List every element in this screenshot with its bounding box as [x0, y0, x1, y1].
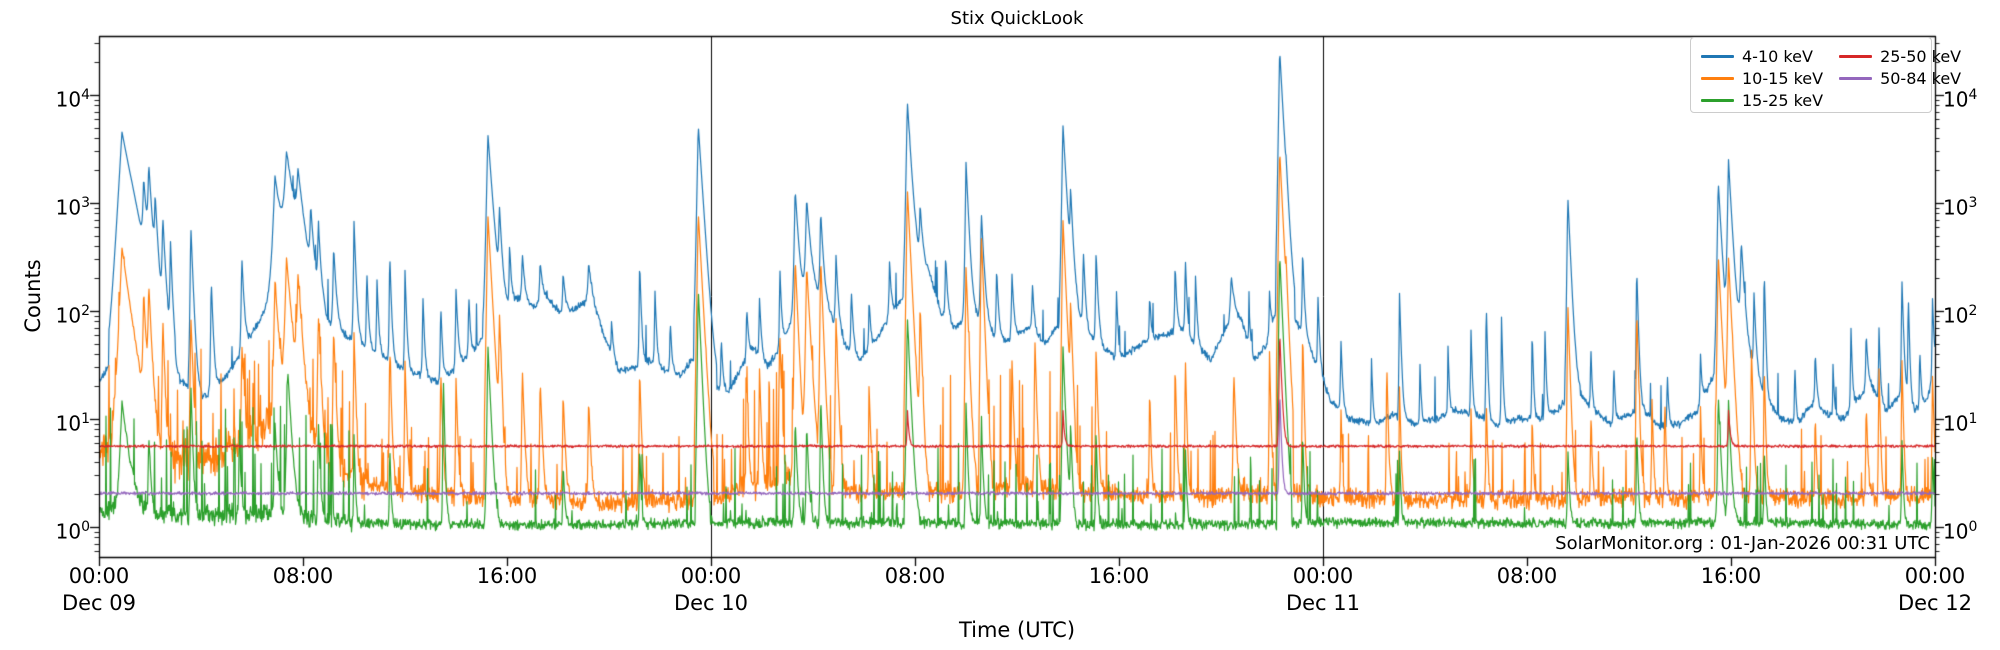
- x-tick-label: 00:00: [680, 564, 742, 588]
- legend-item-label: 4-10 keV: [1742, 46, 1813, 66]
- y-tick-label-right: 102: [1943, 303, 1978, 328]
- x-tick-day-label: Dec 11: [1285, 591, 1361, 615]
- legend-line-swatch: [1701, 98, 1734, 102]
- legend-item: 25-50 keV: [1839, 47, 1961, 66]
- x-tick-label: 00:00: [68, 564, 130, 588]
- y-tick-label-right: 103: [1943, 195, 1978, 220]
- y-tick-label-right: 104: [1943, 87, 1978, 112]
- x-tick-day-label: Dec 09: [61, 591, 137, 615]
- y-tick-label: 103: [55, 195, 90, 220]
- legend-item-label: 25-50 keV: [1880, 46, 1962, 66]
- y-tick-label: 104: [55, 87, 90, 112]
- y-axis-label: Counts: [21, 259, 45, 333]
- legend-item: 10-15 keV: [1701, 69, 1823, 88]
- legend-item: 15-25 keV: [1701, 91, 1823, 110]
- y-tick-label-right: 100: [1943, 519, 1978, 544]
- y-tick-label: 100: [55, 519, 90, 544]
- x-tick-label: 16:00: [1700, 564, 1762, 588]
- x-tick-label: 16:00: [476, 564, 538, 588]
- legend-item-label: 10-15 keV: [1742, 68, 1824, 88]
- x-tick-day-label: Dec 10: [673, 591, 749, 615]
- legend-line-swatch: [1701, 76, 1734, 80]
- legend-item: 50-84 keV: [1839, 69, 1961, 88]
- legend-line-swatch: [1701, 54, 1734, 58]
- legend-line-swatch: [1839, 76, 1873, 80]
- x-tick-label: 08:00: [272, 564, 334, 588]
- y-tick-label: 102: [55, 303, 90, 328]
- x-tick-label: 08:00: [1496, 564, 1558, 588]
- page-title: Stix QuickLook: [950, 8, 1084, 29]
- y-tick-label: 101: [55, 411, 90, 436]
- footer-credit: SolarMonitor.org : 01-Jan-2026 00:31 UTC: [1555, 533, 1930, 554]
- x-tick-label: 00:00: [1904, 564, 1966, 588]
- legend-line-swatch: [1839, 54, 1873, 58]
- x-axis-label: Time (UTC): [958, 618, 1076, 642]
- x-tick-day-label: Dec 12: [1897, 591, 1973, 615]
- y-tick-label-right: 101: [1943, 411, 1978, 436]
- legend-item-label: 50-84 keV: [1880, 68, 1962, 88]
- legend: 4-10 keV 10-15 keV 15-25 keV 25-50 keV 50-84…: [1690, 37, 1961, 113]
- legend-item-label: 15-25 keV: [1742, 90, 1824, 110]
- legend-item: 4-10 keV: [1701, 47, 1823, 66]
- x-tick-label: 08:00: [884, 564, 946, 588]
- x-tick-label: 00:00: [1292, 564, 1354, 588]
- x-tick-label: 16:00: [1088, 564, 1150, 588]
